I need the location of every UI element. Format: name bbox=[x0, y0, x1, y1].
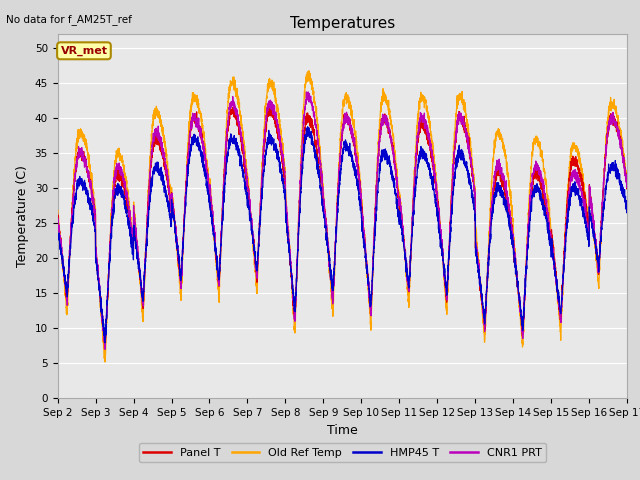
Text: No data for f_AM25T_ref: No data for f_AM25T_ref bbox=[6, 14, 132, 25]
Title: Temperatures: Temperatures bbox=[290, 16, 395, 31]
Y-axis label: Temperature (C): Temperature (C) bbox=[16, 165, 29, 267]
X-axis label: Time: Time bbox=[327, 424, 358, 437]
Legend: Panel T, Old Ref Temp, HMP45 T, CNR1 PRT: Panel T, Old Ref Temp, HMP45 T, CNR1 PRT bbox=[139, 443, 546, 462]
Text: VR_met: VR_met bbox=[60, 46, 108, 56]
